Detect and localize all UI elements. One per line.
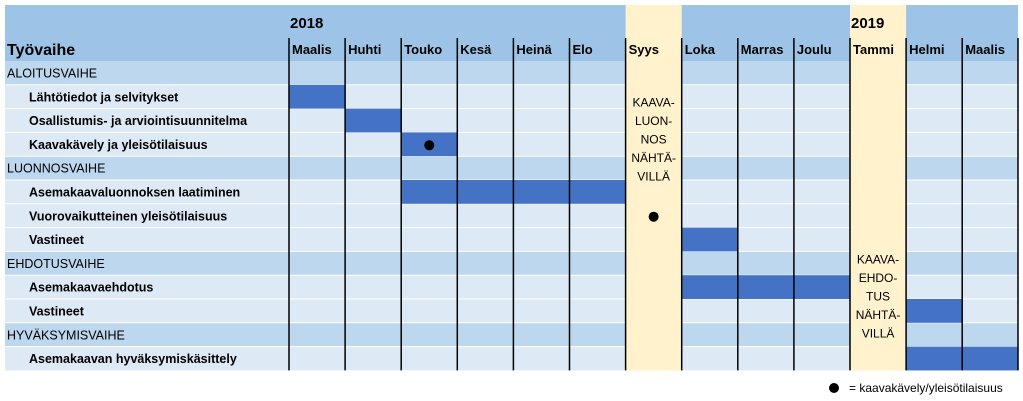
- task-label: Lähtötiedot ja selvitykset: [29, 90, 179, 104]
- availability-note-line: KAAVA-: [857, 252, 899, 266]
- task-label: Vuorovaikutteinen yleisötilaisuus: [29, 209, 227, 223]
- event-dot-icon: [424, 140, 435, 151]
- availability-note-line: NOS: [641, 133, 667, 147]
- availability-note-line: VILLÄ: [862, 326, 895, 340]
- month-label: Marras: [741, 42, 784, 57]
- availability-note-line: VILLÄ: [637, 170, 670, 184]
- legend-dot-icon: [829, 383, 839, 393]
- availability-note-line: TUS: [866, 289, 890, 303]
- month-label: Huhti: [348, 42, 381, 57]
- row-background: [5, 84, 1018, 109]
- availability-note-line: KAAVA-: [633, 96, 675, 110]
- month-label: Syys: [629, 42, 659, 57]
- month-label: Maalis: [965, 42, 1005, 57]
- phase-label: HYVÄKSYMISVAIHE: [7, 328, 125, 342]
- year-label: 2018: [290, 15, 323, 32]
- task-bar: [345, 108, 402, 133]
- phase-label: EHDOTUSVAIHE: [7, 257, 105, 271]
- availability-note-line: NÄHTÄ-: [856, 308, 901, 322]
- month-label: Joulu: [797, 42, 832, 57]
- row-background: [5, 61, 1018, 85]
- row-background: [5, 299, 1018, 323]
- task-label: Asemakaavaluonnoksen laatiminen: [29, 186, 240, 200]
- task-label: Kaavakävely ja yleisötilaisuus: [29, 138, 208, 152]
- highlight-column: [850, 5, 907, 371]
- header-band: [5, 5, 1018, 61]
- month-label: Heinä: [516, 42, 552, 57]
- availability-note-line: NÄHTÄ-: [631, 151, 676, 165]
- task-label: Osallistumis- ja arviointisuunnitelma: [29, 114, 248, 128]
- month-label: Helmi: [909, 42, 944, 57]
- month-label: Touko: [404, 42, 442, 57]
- month-label: Tammi: [853, 42, 894, 57]
- event-dot-icon: [648, 211, 659, 222]
- phase-label: LUONNOSVAIHE: [7, 162, 105, 176]
- task-bar: [681, 227, 738, 252]
- phase-label: ALOITUSVAIHE: [7, 67, 97, 81]
- month-label: Kesä: [460, 42, 492, 57]
- column-header-task: Työvaihe: [7, 42, 75, 59]
- task-bar: [906, 299, 963, 323]
- highlight-column: [625, 5, 682, 371]
- year-label: 2019: [851, 15, 884, 32]
- row-background: [5, 203, 1018, 228]
- row-background: [5, 108, 1018, 133]
- row-background: [5, 346, 1018, 371]
- task-bar: [681, 275, 850, 299]
- task-bar: [289, 84, 346, 109]
- task-label: Vastineet: [29, 305, 85, 319]
- task-label: Vastineet: [29, 233, 85, 247]
- legend-text: = kaavakävely/yleisötilaisuus: [849, 381, 1003, 395]
- task-label: Asemakaavaehdotus: [29, 281, 153, 295]
- row-background: [5, 227, 1018, 252]
- task-label: Asemakaavan hyväksymiskäsittely: [29, 352, 237, 366]
- row-background: [5, 132, 1018, 157]
- availability-note-line: LUON-: [635, 114, 672, 128]
- availability-note-line: EHDO-: [859, 271, 898, 285]
- row-background: [5, 322, 1018, 347]
- month-label: Maalis: [292, 42, 332, 57]
- row-background: [5, 156, 1018, 180]
- legend: = kaavakävely/yleisötilaisuus: [829, 380, 1003, 396]
- row-background: [5, 251, 1018, 276]
- month-label: Elo: [573, 42, 593, 57]
- month-label: Loka: [685, 42, 716, 57]
